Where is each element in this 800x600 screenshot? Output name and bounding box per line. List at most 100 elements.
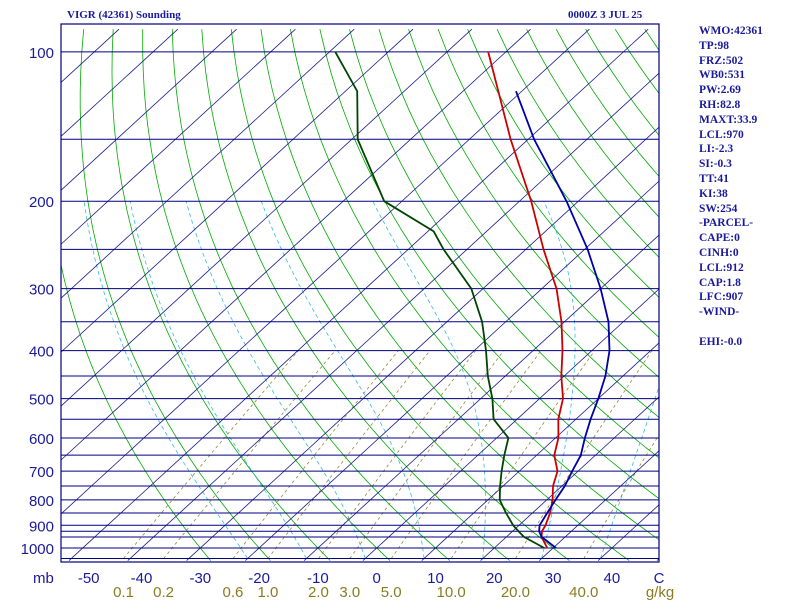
index-item: EHI:-0.0 xyxy=(699,335,743,348)
index-item: CINH:0 xyxy=(699,246,739,259)
dry-adiabat xyxy=(319,29,659,500)
temperature-trace xyxy=(487,51,564,549)
indices-panel: WMO:42361 TP:98 FRZ:502 WB0:531 PW:2.69 RH:82… xyxy=(699,24,799,350)
index-item: -WIND- xyxy=(699,306,740,319)
index-item: SW:254 xyxy=(699,202,738,215)
index-item: WB0:531 xyxy=(699,69,745,82)
temperature-tick-label: -30 xyxy=(189,570,211,587)
index-item: TT:41 xyxy=(699,172,729,185)
plot-frame xyxy=(60,23,660,563)
isotherm xyxy=(68,28,649,561)
isotherm xyxy=(61,28,355,299)
dry-adiabat xyxy=(61,262,211,561)
chart-timestamp: 0000Z 3 JUL 25 xyxy=(568,9,643,21)
isotherm xyxy=(480,396,659,561)
moist-adiabat xyxy=(83,201,248,559)
isotherm xyxy=(61,28,414,353)
index-item: LFC:907 xyxy=(699,291,744,304)
index-item: MAXT:33.9 xyxy=(699,113,758,126)
pressure-tick-label: 800 xyxy=(29,493,54,510)
temperature-tick-label: 30 xyxy=(545,570,562,587)
index-item: FRZ:502 xyxy=(699,54,744,67)
mixing-ratio-line xyxy=(267,350,431,559)
mixing-ratio-label: 40.0 xyxy=(569,584,598,600)
index-item: LCL:912 xyxy=(699,261,744,274)
mixing-ratio-label: 0.6 xyxy=(223,584,244,600)
chart-title: VIGR (42361) Sounding xyxy=(67,9,181,21)
pressure-tick-label: 300 xyxy=(29,282,54,299)
mixing-ratio-line xyxy=(318,350,476,559)
dry-adiabat xyxy=(201,29,510,561)
pressure-tick-label: 900 xyxy=(29,518,54,535)
parcel-trace xyxy=(515,90,611,549)
mixing-ratio-label: 20.0 xyxy=(501,584,530,600)
mixing-ratio-label: 2.0 xyxy=(308,584,329,600)
pressure-tick-label: 700 xyxy=(29,464,54,481)
index-item: LCL:970 xyxy=(699,128,744,141)
isotherm xyxy=(61,28,473,407)
isotherm xyxy=(362,288,659,561)
pressure-tick-label: 100 xyxy=(29,45,54,62)
index-item: LI:-2.3 xyxy=(699,143,734,156)
mixing-ratio-line xyxy=(232,350,399,559)
dry-adiabat xyxy=(260,29,630,561)
index-item: SI:-0.3 xyxy=(699,158,732,171)
dry-adiabat xyxy=(437,29,659,338)
index-item: TP:98 xyxy=(699,39,730,52)
moist-adiabat xyxy=(372,201,486,559)
pressure-tick-label: 600 xyxy=(29,431,54,448)
mixing-ratio-line xyxy=(515,350,653,559)
temperature-tick-label: 10 xyxy=(427,570,444,587)
dry-adiabat xyxy=(142,29,391,561)
dry-adiabat xyxy=(79,29,271,561)
index-item: CAP:1.8 xyxy=(699,276,741,289)
dry-adiabat xyxy=(467,29,659,298)
isotherm xyxy=(61,28,296,245)
isotherm xyxy=(61,28,237,191)
isotherm xyxy=(303,234,659,561)
temperature-tick-label: -10 xyxy=(307,570,329,587)
index-item: PW:2.69 xyxy=(699,84,741,97)
dry-adiabat xyxy=(378,29,659,418)
isotherm xyxy=(61,28,120,83)
moist-adiabat xyxy=(185,201,366,559)
moist-adiabat xyxy=(260,201,425,559)
index-item: KI:38 xyxy=(699,187,728,200)
index-item: WMO:42361 xyxy=(699,25,763,37)
isotherm xyxy=(61,28,590,515)
temperature-tick-label: -50 xyxy=(78,570,100,587)
skewt-grid xyxy=(61,28,659,561)
index-item: -PARCEL- xyxy=(699,217,754,230)
mixing-ratio-label: 10.0 xyxy=(437,584,466,600)
temperature-tick-label: -40 xyxy=(131,570,153,587)
moist-adiabat xyxy=(129,201,307,559)
mixing-ratio-line xyxy=(163,350,336,559)
temperature-tick-label: C xyxy=(654,570,665,587)
mixing-ratio-label: 1.0 xyxy=(258,584,279,600)
dry-adiabat xyxy=(496,29,659,258)
pressure-unit-label: mb xyxy=(33,570,54,587)
pressure-tick-label: 200 xyxy=(29,194,54,211)
isotherm xyxy=(245,180,659,561)
isotherm xyxy=(61,28,531,461)
pressure-tick-label: 500 xyxy=(29,392,54,409)
temperature-tick-label: 0 xyxy=(373,570,381,587)
dry-adiabat xyxy=(230,29,570,561)
mixing-ratio-label: 0.2 xyxy=(153,584,174,600)
dry-adiabat xyxy=(290,29,659,541)
mixing-ratio-label: 3.0 xyxy=(339,584,360,600)
dewpoint-trace xyxy=(334,51,545,549)
index-item xyxy=(699,320,799,335)
mixing-ratio-label: 0.1 xyxy=(113,584,134,600)
isotherm xyxy=(421,342,659,561)
index-item: CAPE:0 xyxy=(699,232,740,245)
isotherm xyxy=(186,126,659,561)
temperature-tick-label: -20 xyxy=(248,570,270,587)
moist-adiabat xyxy=(541,201,576,559)
dry-adiabat xyxy=(111,29,331,561)
isotherm xyxy=(61,28,179,137)
pressure-tick-label: 400 xyxy=(29,344,54,361)
index-item: RH:82.8 xyxy=(699,98,741,111)
temperature-tick-label: 40 xyxy=(604,570,621,587)
